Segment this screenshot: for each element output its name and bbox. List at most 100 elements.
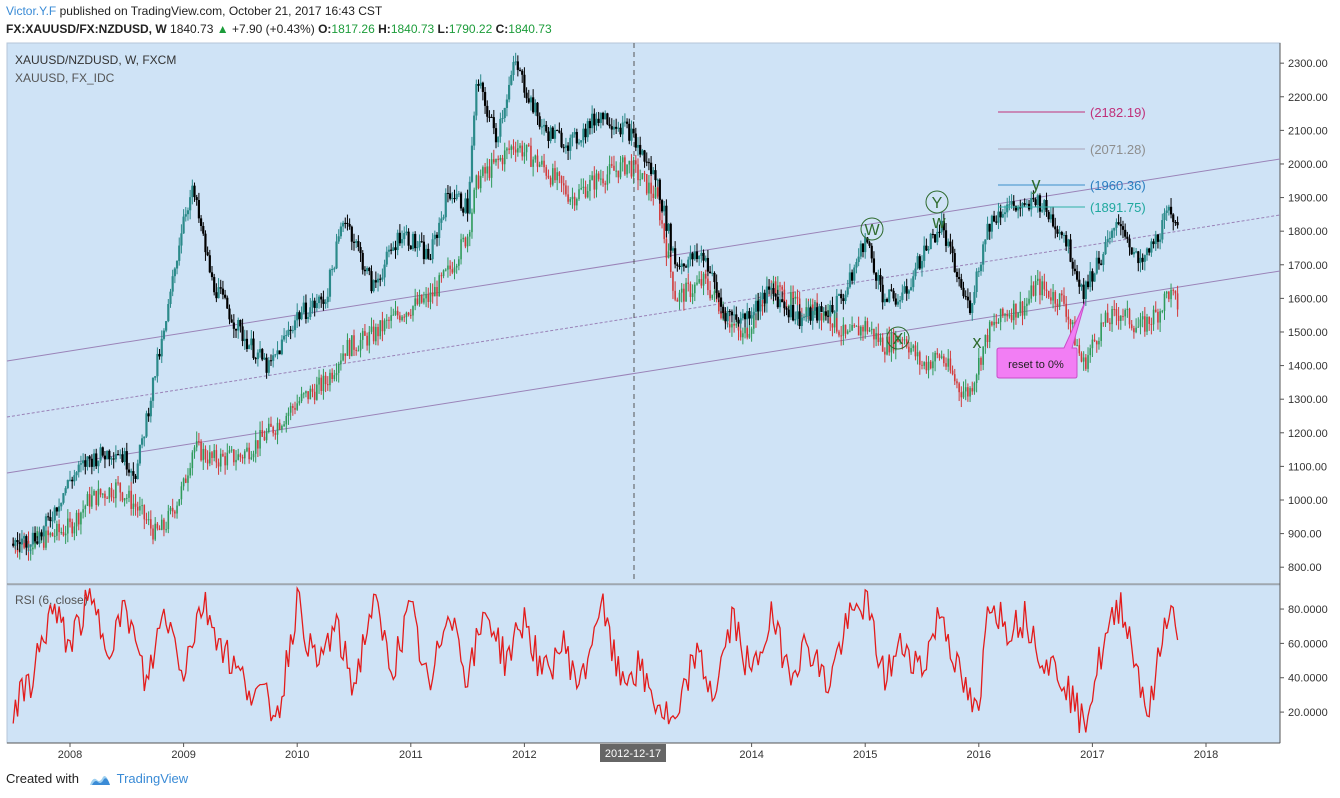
- channel-lower-line[interactable]: [6, 270, 1281, 474]
- compare-bar-body: [1106, 312, 1109, 323]
- compare-bar-body: [674, 290, 676, 300]
- callout-note[interactable]: reset to 0%: [996, 301, 1086, 379]
- compare-bar-body: [233, 449, 235, 463]
- main-candle-body: [1038, 195, 1042, 212]
- price-axis[interactable]: 800.00 900.00 1000.00 1100.00 1200.00 1300.00…: [1280, 58, 1328, 574]
- rsi-pane[interactable]: [6, 584, 1281, 744]
- compare-bar-body: [600, 178, 602, 180]
- main-candle-body: [992, 215, 996, 222]
- compare-bar-body: [1117, 315, 1120, 321]
- compare-bar-body: [1069, 319, 1072, 325]
- main-candle-body: [582, 128, 585, 141]
- compare-bar-body: [822, 311, 825, 321]
- compare-bar-body: [482, 167, 484, 176]
- main-candle-body: [1078, 279, 1081, 287]
- main-candle-body: [857, 256, 860, 263]
- compare-bar-body: [215, 450, 218, 463]
- time-tick-label: 2015: [853, 749, 877, 761]
- compare-bar-body: [739, 330, 742, 338]
- wave-label-w[interactable]: w: [932, 212, 947, 232]
- main-candle-body: [53, 507, 56, 521]
- main-candle-body: [73, 475, 76, 482]
- compare-bar-body: [1111, 309, 1113, 325]
- main-candle-body: [1056, 229, 1059, 234]
- compare-bar-body: [525, 144, 528, 153]
- compare-bar-body: [357, 350, 360, 352]
- main-candle-body: [366, 268, 369, 272]
- trend-channel[interactable]: [6, 158, 1281, 474]
- compare-bar-body: [1030, 285, 1033, 299]
- wave-label-W[interactable]: W: [864, 222, 880, 239]
- fib-label-1891: (1891.75): [1090, 200, 1146, 215]
- compare-bar-body: [870, 328, 873, 331]
- main-candle-body: [165, 321, 168, 331]
- compare-bar-body: [219, 453, 222, 467]
- wave-label-X[interactable]: X: [893, 331, 904, 348]
- compare-bar-body: [154, 523, 156, 540]
- main-candle-body: [501, 118, 504, 120]
- wave-label-Y[interactable]: Y: [932, 195, 943, 212]
- compare-bar-body: [473, 189, 475, 213]
- compare-bar-body: [163, 519, 165, 530]
- chart-area[interactable]: (2182.19) (2071.28) (1960.36) (1891.75) …: [0, 40, 1340, 767]
- rsi-axis[interactable]: 20.0000 40.0000 60.0000 80.0000: [1280, 604, 1328, 719]
- main-candle-body: [1036, 195, 1039, 206]
- callout-bubble[interactable]: [996, 301, 1086, 379]
- main-candle-body: [525, 92, 528, 99]
- compare-bar-body: [130, 490, 132, 509]
- compare-bar-body: [552, 168, 554, 185]
- compare-bar-body: [132, 503, 135, 509]
- compare-bar-body: [1085, 357, 1087, 369]
- compare-bar-body: [390, 315, 392, 321]
- tradingview-logo-icon[interactable]: [89, 774, 111, 786]
- main-candle-body: [748, 311, 751, 319]
- compare-bar-body: [949, 358, 952, 371]
- main-candle-body: [355, 241, 358, 243]
- main-candle-body: [451, 198, 454, 200]
- main-candle-body: [750, 315, 753, 319]
- compare-bar-body: [195, 441, 198, 448]
- main-candle-body: [676, 264, 679, 266]
- main-candle-body: [571, 134, 574, 138]
- main-candle-body: [110, 458, 113, 460]
- compare-bar-body: [128, 490, 130, 498]
- compare-bar-body: [359, 339, 362, 351]
- time-axis[interactable]: 2008 2009 2010 2011 2012 2014 2015 2016 2017 2018: [58, 743, 1218, 761]
- price-pane[interactable]: [6, 42, 1281, 585]
- main-candle-body: [103, 455, 107, 460]
- main-candle-body: [916, 256, 919, 269]
- wave-label-x[interactable]: x: [973, 332, 982, 352]
- main-candle-body: [374, 280, 377, 283]
- compare-bar-body: [779, 285, 781, 287]
- main-candle-body: [634, 133, 637, 148]
- compare-bar-body: [964, 387, 967, 392]
- wave-label-y[interactable]: y: [1032, 174, 1041, 194]
- compare-bar-body: [320, 377, 323, 391]
- channel-upper-line[interactable]: [6, 158, 1281, 362]
- rsi-pane-title: RSI (6, close): [15, 593, 88, 607]
- main-candle-body: [108, 450, 111, 460]
- main-candle-body: [55, 507, 58, 512]
- main-candle-body: [296, 312, 299, 321]
- compare-bar-body: [396, 310, 399, 316]
- compare-bar-body: [202, 448, 205, 461]
- compare-bar-body: [582, 186, 585, 188]
- compare-bar-body: [659, 196, 661, 221]
- main-candle-body: [16, 540, 19, 543]
- compare-bar-body: [1071, 322, 1074, 325]
- main-candle-body: [575, 131, 578, 144]
- compare-bar-body: [783, 289, 786, 307]
- main-candle-body: [1095, 257, 1098, 274]
- main-candle-body: [800, 317, 803, 327]
- main-candle-body: [770, 288, 773, 290]
- author-link[interactable]: Victor.Y.F: [6, 4, 57, 18]
- compare-bar-body: [1010, 314, 1013, 321]
- main-candle-body: [962, 287, 965, 297]
- main-candle-body: [1115, 222, 1118, 228]
- tradingview-link[interactable]: TradingView: [116, 771, 189, 786]
- elliott-wave-labels[interactable]: W X Y w x y: [860, 174, 1041, 352]
- compare-bar-body: [586, 191, 589, 198]
- compare-bar-body: [962, 391, 965, 398]
- fib-extension-levels[interactable]: (2182.19) (2071.28) (1960.36) (1891.75): [998, 105, 1146, 215]
- main-candle-body: [254, 358, 257, 360]
